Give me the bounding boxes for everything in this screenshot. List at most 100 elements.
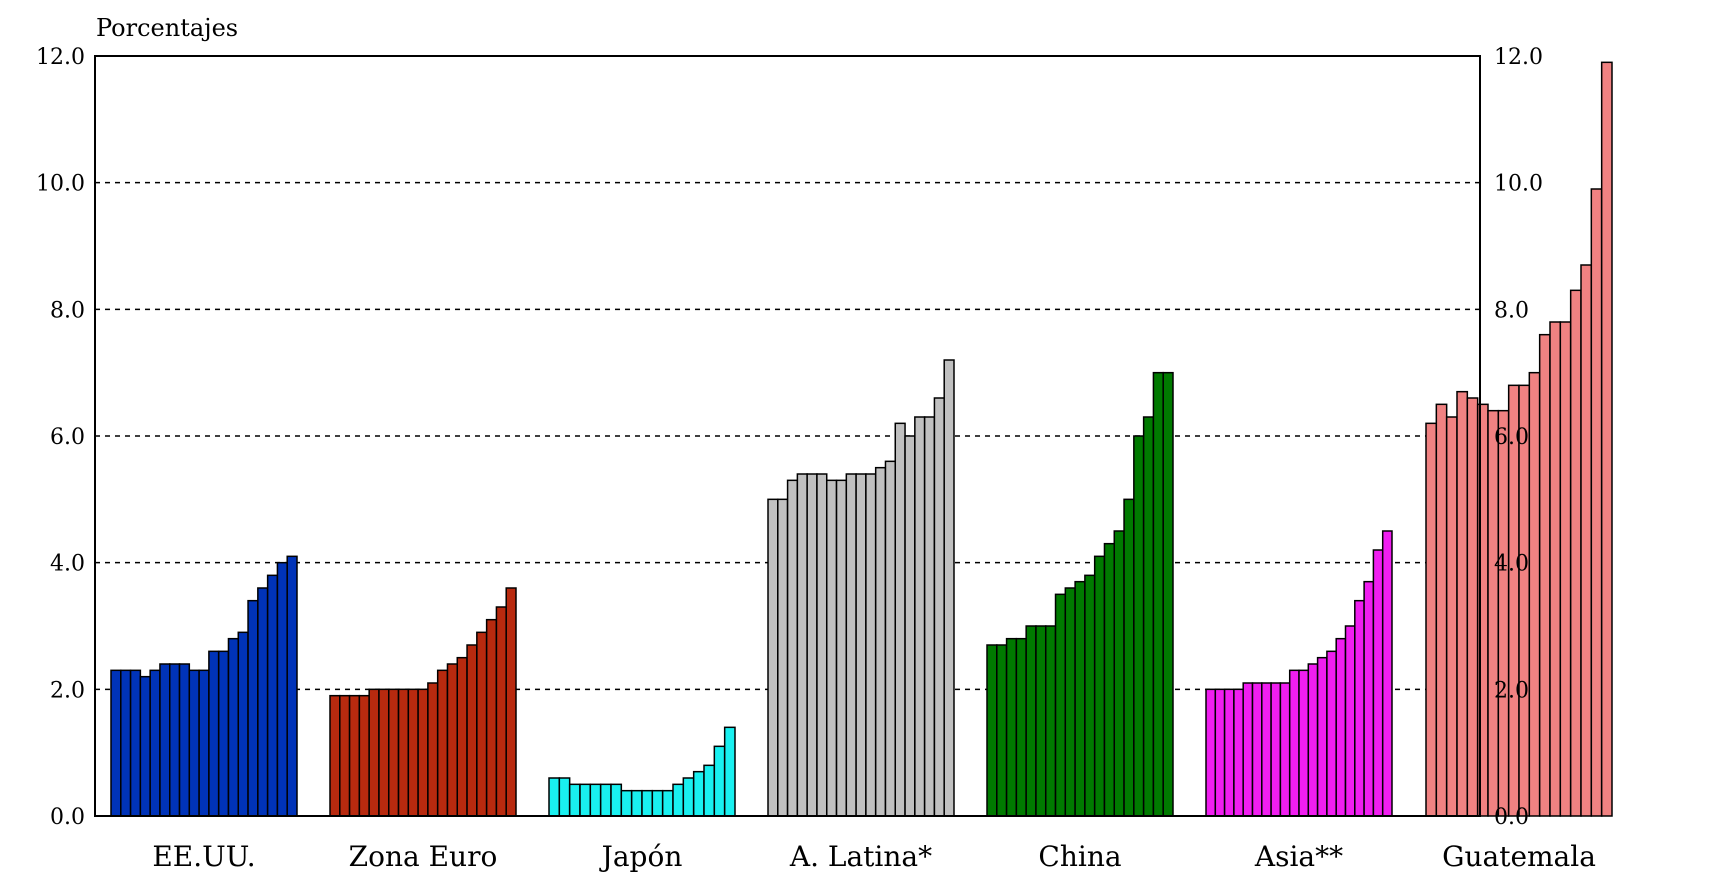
y-tick-label-left: 6.0 xyxy=(50,425,85,450)
bar xyxy=(933,397,945,817)
bar xyxy=(579,783,592,817)
y-tick-label-right: 12.0 xyxy=(1494,45,1543,70)
bar xyxy=(661,789,674,817)
bar xyxy=(188,669,200,817)
bar xyxy=(641,789,654,817)
bar xyxy=(1497,409,1510,817)
bar xyxy=(996,644,1008,817)
bar xyxy=(286,555,298,817)
bar xyxy=(589,783,602,817)
bar xyxy=(786,479,799,817)
bar xyxy=(1590,188,1603,817)
bar xyxy=(485,618,498,817)
bar xyxy=(558,777,571,817)
bar xyxy=(767,498,779,817)
bar xyxy=(723,726,736,817)
bar xyxy=(1466,397,1479,817)
bar xyxy=(368,688,380,817)
y-tick-label-right: 2.0 xyxy=(1494,678,1529,703)
bar xyxy=(1600,61,1613,817)
category-label: Japón xyxy=(599,840,683,873)
bar xyxy=(120,669,132,817)
bar xyxy=(599,783,612,817)
bar xyxy=(825,479,838,817)
series-group xyxy=(548,726,736,817)
series-group xyxy=(1205,530,1393,817)
bar xyxy=(548,777,561,817)
bar xyxy=(713,745,726,817)
bar xyxy=(1152,371,1164,817)
bar xyxy=(159,663,171,817)
bar xyxy=(1549,321,1562,817)
bar xyxy=(1261,682,1272,817)
bar xyxy=(923,416,936,817)
plot-frame xyxy=(94,55,1481,817)
bar xyxy=(1354,599,1365,817)
bar xyxy=(855,473,867,817)
bar xyxy=(217,650,230,817)
series-group xyxy=(767,359,955,817)
bar xyxy=(1251,682,1263,817)
series-group xyxy=(110,555,298,817)
bar xyxy=(1113,530,1125,817)
bar xyxy=(1223,688,1235,817)
y-axis-unit-label: Porcentajes xyxy=(96,14,238,42)
bar xyxy=(620,789,633,817)
bar xyxy=(1487,409,1500,817)
bar xyxy=(904,435,916,817)
y-tick-label-right: 10.0 xyxy=(1494,172,1543,197)
bar xyxy=(1288,669,1300,817)
bar xyxy=(884,460,897,817)
bar xyxy=(1445,416,1458,817)
y-tick-label-left: 10.0 xyxy=(36,172,85,197)
bar xyxy=(348,694,361,817)
bar xyxy=(1214,688,1226,817)
category-label: Guatemala xyxy=(1442,840,1596,873)
bar xyxy=(1580,264,1593,817)
series-group xyxy=(329,587,517,817)
bar xyxy=(1242,682,1254,817)
bar xyxy=(1307,663,1319,817)
y-tick-label-right: 0.0 xyxy=(1494,805,1529,830)
bar xyxy=(568,783,581,817)
bar xyxy=(427,682,439,817)
bar xyxy=(495,606,507,817)
bar xyxy=(139,675,151,817)
bar xyxy=(1528,371,1541,817)
bar xyxy=(651,789,664,817)
bar xyxy=(257,587,269,817)
bar xyxy=(476,631,488,817)
bar xyxy=(1538,333,1551,817)
bar xyxy=(1054,593,1067,817)
bar xyxy=(1133,435,1145,817)
bar xyxy=(149,669,161,817)
bar xyxy=(378,688,390,817)
y-tick-label-left: 0.0 xyxy=(50,805,85,830)
bar xyxy=(865,473,877,817)
bar xyxy=(1205,688,1217,817)
category-label: Asia** xyxy=(1254,840,1343,873)
y-tick-label-left: 2.0 xyxy=(50,678,85,703)
y-tick-label-left: 4.0 xyxy=(50,552,85,577)
bar xyxy=(1344,625,1356,817)
bar xyxy=(1372,549,1384,817)
bar xyxy=(1233,688,1244,817)
bar xyxy=(387,688,400,817)
bar xyxy=(1316,656,1328,817)
bar xyxy=(178,663,191,817)
bar xyxy=(1084,574,1096,817)
bar xyxy=(397,688,410,817)
bar xyxy=(1270,682,1282,817)
bar xyxy=(835,479,848,817)
category-label: China xyxy=(1038,840,1121,873)
bar xyxy=(1425,422,1438,817)
bar xyxy=(1559,321,1572,817)
y-axis-left-ticks: 0.0 2.0 4.0 6.0 8.0 10.0 12.0 xyxy=(36,45,85,830)
bar xyxy=(874,466,887,817)
bar xyxy=(692,770,705,817)
bar xyxy=(1142,416,1155,817)
bar xyxy=(986,644,998,817)
bar xyxy=(110,669,122,817)
bar xyxy=(1363,580,1375,817)
